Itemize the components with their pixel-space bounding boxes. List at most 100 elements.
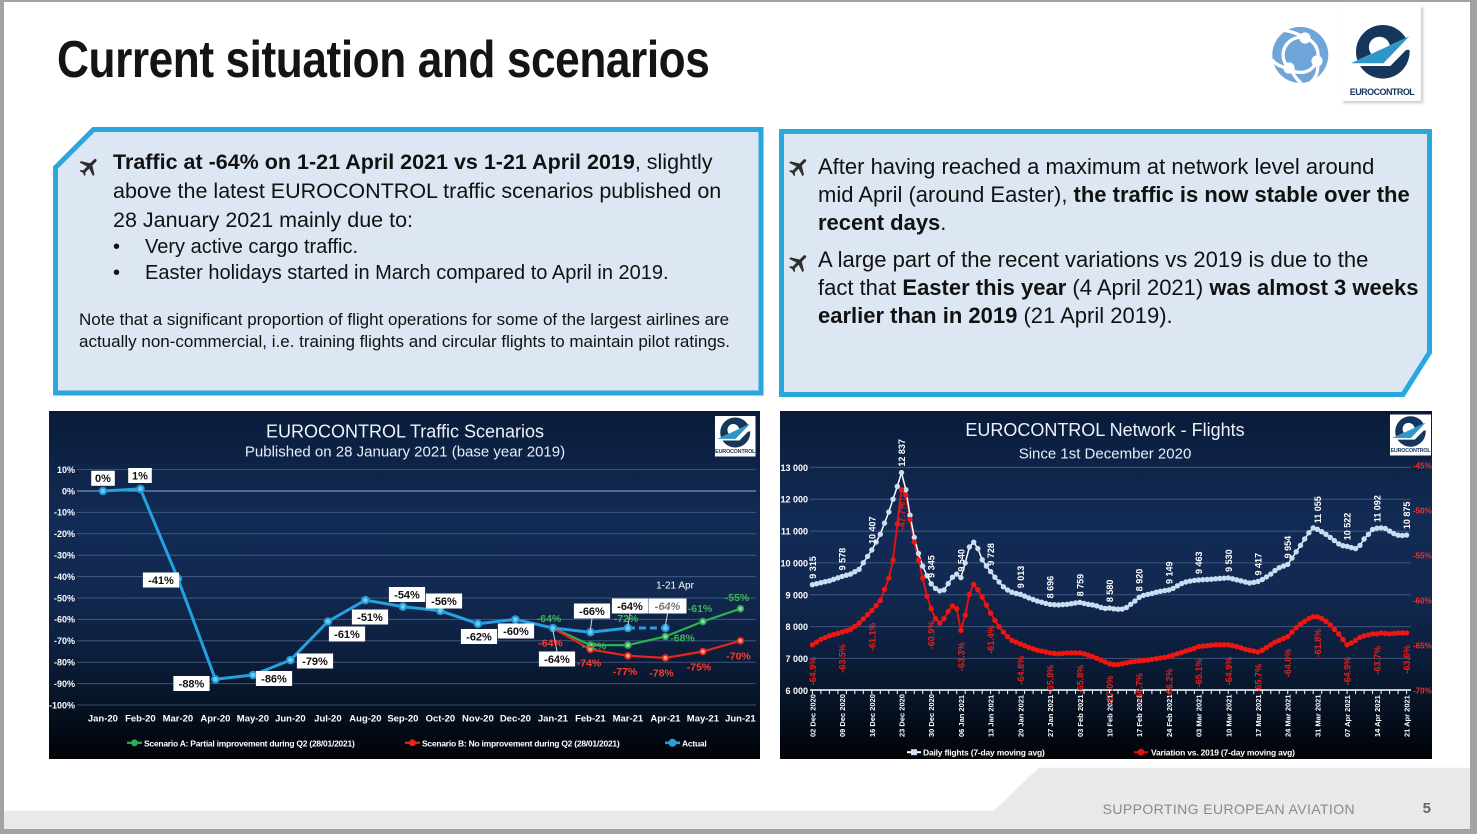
svg-text:Published on 28 January 2021 (: Published on 28 January 2021 (base year … bbox=[245, 444, 565, 461]
svg-text:0%: 0% bbox=[95, 473, 111, 485]
svg-text:Apr-21: Apr-21 bbox=[650, 714, 681, 725]
svg-text:-30%: -30% bbox=[54, 551, 75, 561]
svg-text:Oct-20: Oct-20 bbox=[426, 714, 456, 725]
svg-text:-65%: -65% bbox=[1413, 642, 1432, 651]
svg-text:Mar-20: Mar-20 bbox=[163, 714, 194, 725]
svg-text:09 Dec 2020: 09 Dec 2020 bbox=[838, 694, 847, 737]
svg-text:11 055: 11 055 bbox=[1313, 496, 1323, 523]
svg-text:-61%: -61% bbox=[688, 603, 713, 615]
svg-text:8 920: 8 920 bbox=[1135, 569, 1145, 592]
svg-text:-64.8%: -64.8% bbox=[1016, 656, 1026, 685]
svg-text:Jan-21: Jan-21 bbox=[538, 714, 569, 725]
svg-text:-60%: -60% bbox=[1413, 597, 1432, 606]
svg-text:-90%: -90% bbox=[54, 679, 75, 689]
svg-text:May-21: May-21 bbox=[687, 714, 720, 725]
svg-text:-61.1%: -61.1% bbox=[867, 623, 877, 652]
svg-text:14 Apr 2021: 14 Apr 2021 bbox=[1373, 695, 1382, 737]
svg-text:Jun-20: Jun-20 bbox=[275, 714, 306, 725]
svg-text:9 728: 9 728 bbox=[986, 543, 996, 566]
svg-text:-79%: -79% bbox=[302, 656, 328, 668]
svg-text:9 540: 9 540 bbox=[956, 549, 966, 572]
svg-text:7 000: 7 000 bbox=[785, 654, 808, 664]
svg-text:-65.8%: -65.8% bbox=[1046, 665, 1056, 694]
svg-text:13 Jan 2021: 13 Jan 2021 bbox=[987, 695, 996, 737]
svg-text:-64%: -64% bbox=[655, 601, 681, 613]
svg-text:03 Feb 2021: 03 Feb 2021 bbox=[1076, 694, 1085, 737]
svg-text:Since 1st December 2020: Since 1st December 2020 bbox=[1019, 446, 1192, 463]
svg-text:-55%: -55% bbox=[1413, 552, 1432, 561]
svg-text:-66.7%: -66.7% bbox=[1135, 673, 1145, 702]
svg-text:-63.3%: -63.3% bbox=[956, 642, 966, 671]
svg-text:11 000: 11 000 bbox=[781, 527, 808, 537]
svg-text:0%: 0% bbox=[62, 486, 75, 496]
svg-text:8 759: 8 759 bbox=[1075, 574, 1085, 597]
svg-text:17 Mar 2021: 17 Mar 2021 bbox=[1254, 694, 1263, 737]
svg-text:10 000: 10 000 bbox=[780, 558, 808, 568]
svg-text:-64.0%: -64.0% bbox=[1283, 649, 1293, 678]
svg-text:02 Dec 2020: 02 Dec 2020 bbox=[808, 694, 817, 737]
svg-text:9 530: 9 530 bbox=[1224, 549, 1234, 572]
svg-text:Apr-20: Apr-20 bbox=[200, 714, 230, 725]
svg-text:EUROCONTROL: EUROCONTROL bbox=[715, 449, 756, 455]
svg-text:-56%: -56% bbox=[431, 596, 457, 608]
svg-text:13 000: 13 000 bbox=[780, 463, 808, 473]
svg-text:20 Jan 2021: 20 Jan 2021 bbox=[1016, 695, 1025, 737]
svg-text:Jul-20: Jul-20 bbox=[314, 714, 341, 725]
svg-text:EUROCONTROL Traffic Scenarios: EUROCONTROL Traffic Scenarios bbox=[266, 422, 544, 442]
svg-text:10 875: 10 875 bbox=[1402, 502, 1412, 530]
svg-text:-63.6%: -63.6% bbox=[1402, 645, 1412, 674]
svg-text:-72%: -72% bbox=[614, 613, 639, 625]
svg-text:27 Jan 2021: 27 Jan 2021 bbox=[1046, 695, 1055, 737]
svg-text:1-21 Apr: 1-21 Apr bbox=[656, 581, 694, 592]
svg-text:-64.9%: -64.9% bbox=[1224, 657, 1234, 686]
svg-text:8 000: 8 000 bbox=[785, 622, 808, 632]
svg-text:11 092: 11 092 bbox=[1372, 495, 1382, 522]
svg-text:21 Apr 2021: 21 Apr 2021 bbox=[1403, 695, 1412, 737]
svg-text:03 Mar 2021: 03 Mar 2021 bbox=[1195, 694, 1204, 737]
svg-text:Sep-20: Sep-20 bbox=[387, 714, 418, 725]
svg-text:9 000: 9 000 bbox=[785, 590, 808, 600]
svg-text:-65.8%: -65.8% bbox=[1075, 665, 1085, 694]
svg-text:-10%: -10% bbox=[54, 508, 75, 518]
svg-text:8 580: 8 580 bbox=[1105, 580, 1115, 603]
svg-text:Nov-20: Nov-20 bbox=[462, 714, 494, 725]
svg-text:-64%: -64% bbox=[617, 601, 643, 613]
svg-text:12 000: 12 000 bbox=[780, 495, 808, 505]
svg-text:-64%: -64% bbox=[544, 654, 570, 666]
svg-text:10%: 10% bbox=[57, 465, 75, 475]
svg-text:Feb-21: Feb-21 bbox=[575, 714, 606, 725]
svg-text:-60%: -60% bbox=[54, 615, 75, 625]
svg-text:-51%: -51% bbox=[357, 612, 383, 624]
svg-text:10 522: 10 522 bbox=[1343, 513, 1353, 541]
svg-text:Scenario B: No improvement dur: Scenario B: No improvement during Q2 (28… bbox=[422, 738, 620, 748]
svg-text:9 149: 9 149 bbox=[1164, 561, 1174, 584]
svg-text:9 463: 9 463 bbox=[1194, 551, 1204, 574]
svg-text:17 Feb 2021: 17 Feb 2021 bbox=[1135, 694, 1144, 737]
svg-text:-70%: -70% bbox=[54, 636, 75, 646]
svg-text:-55%: -55% bbox=[725, 592, 750, 604]
svg-text:Scenario A: Partial improvemen: Scenario A: Partial improvement during Q… bbox=[144, 738, 355, 748]
svg-text:Feb-20: Feb-20 bbox=[125, 714, 156, 725]
svg-text:-66.2%: -66.2% bbox=[1164, 669, 1174, 698]
svg-text:-65.1%: -65.1% bbox=[1194, 659, 1204, 688]
svg-text:-75%: -75% bbox=[687, 662, 712, 674]
svg-text:30 Dec 2020: 30 Dec 2020 bbox=[927, 694, 936, 737]
svg-text:Variation vs. 2019 (7-day movi: Variation vs. 2019 (7-day moving avg) bbox=[1151, 748, 1295, 758]
svg-text:-72%: -72% bbox=[582, 641, 607, 653]
svg-text:-50%: -50% bbox=[1413, 507, 1432, 516]
svg-text:-80%: -80% bbox=[54, 658, 75, 668]
svg-text:EUROCONTROL: EUROCONTROL bbox=[1349, 87, 1414, 97]
svg-text:-65.7%: -65.7% bbox=[1254, 664, 1264, 693]
svg-text:May-20: May-20 bbox=[237, 714, 269, 725]
svg-text:-40%: -40% bbox=[54, 572, 75, 582]
svg-text:-70%: -70% bbox=[1413, 687, 1432, 696]
svg-text:23 Dec 2020: 23 Dec 2020 bbox=[898, 694, 907, 737]
svg-text:8 696: 8 696 bbox=[1046, 576, 1056, 599]
svg-text:16 Dec 2020: 16 Dec 2020 bbox=[868, 694, 877, 737]
svg-text:24 Feb 2021: 24 Feb 2021 bbox=[1165, 694, 1174, 737]
svg-text:-64.9%: -64.9% bbox=[808, 657, 818, 686]
svg-text:-63.7%: -63.7% bbox=[1372, 646, 1382, 675]
svg-text:6 000: 6 000 bbox=[785, 686, 808, 696]
svg-text:-47.7%: -47.7% bbox=[897, 502, 907, 531]
svg-text:Jun-21: Jun-21 bbox=[725, 714, 756, 725]
